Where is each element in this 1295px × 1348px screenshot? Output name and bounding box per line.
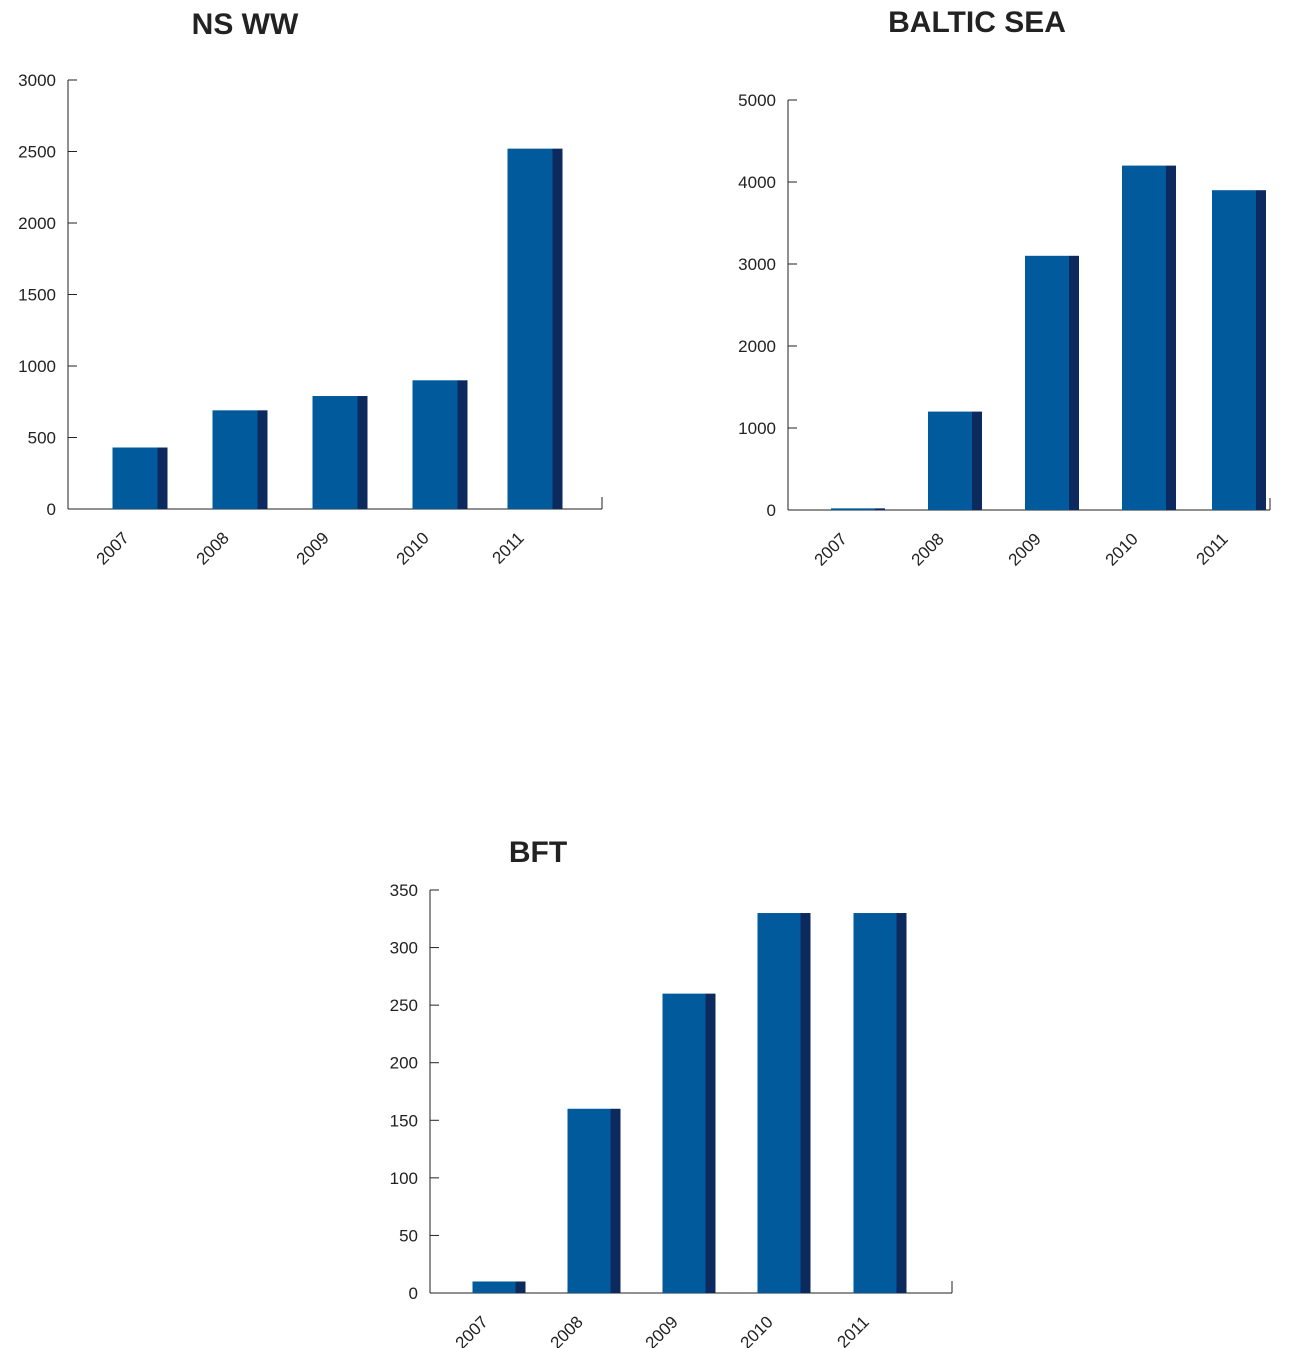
chart-title: BALTIC SEA — [888, 6, 1066, 39]
x-category-label: 2010 — [737, 1312, 777, 1348]
x-category-label: 2010 — [393, 528, 433, 568]
y-tick-label: 0 — [767, 501, 776, 520]
x-category-label: 2007 — [452, 1312, 492, 1348]
y-tick-label: 150 — [390, 1111, 418, 1130]
x-category-label: 2008 — [547, 1312, 587, 1348]
chart-bft: BFT 0 50 100 150 200 250 300 350 2007 2008 2009 2010… — [330, 820, 990, 1348]
bar-side-2010 — [800, 913, 811, 1293]
bar-2007 — [831, 508, 875, 510]
y-tick-label: 4000 — [738, 173, 776, 192]
chart-ns-ww: NS WW 0 500 1000 1500 2000 2500 3000 2007 2008 200… — [0, 0, 640, 600]
x-category-label: 2011 — [834, 1312, 873, 1348]
bar-side-2009 — [705, 993, 716, 1293]
chart-ns-ww-svg: NS WW 0 500 1000 1500 2000 2500 3000 2007 2008 200… — [18, 8, 603, 569]
x-category-label: 2009 — [642, 1312, 682, 1348]
y-tick-label: 500 — [28, 429, 56, 448]
x-category-label: 2007 — [93, 528, 133, 568]
x-category-label: 2009 — [1005, 529, 1045, 569]
bar-2010 — [412, 380, 458, 509]
chart-title: NS WW — [192, 8, 299, 41]
bar-2008 — [928, 411, 972, 510]
y-tick-label: 3000 — [18, 71, 56, 90]
bar-side-2011 — [552, 148, 563, 509]
bar-side-2008 — [257, 410, 268, 509]
x-category-label: 2008 — [908, 529, 948, 569]
bar-side-2010 — [1166, 165, 1176, 510]
y-tick-label: 250 — [390, 996, 418, 1015]
bar-side-2007 — [875, 508, 885, 510]
y-tick-label: 1000 — [738, 419, 776, 438]
y-tick-label: 2000 — [738, 337, 776, 356]
y-tick-label: 350 — [390, 881, 418, 900]
x-category-label: 2011 — [489, 528, 528, 567]
y-tick-label: 0 — [47, 500, 56, 519]
bar-side-2011 — [896, 913, 907, 1293]
bar-side-2011 — [1256, 190, 1266, 510]
chart-baltic-sea: BALTIC SEA 0 1000 2000 3000 4000 5000 2007 2008 2… — [650, 0, 1295, 600]
bar-2011 — [1212, 190, 1256, 510]
y-tick-label: 200 — [390, 1054, 418, 1073]
bar-side-2009 — [1069, 255, 1079, 510]
bar-2008 — [567, 1108, 611, 1293]
bar-side-2010 — [457, 380, 468, 509]
bar-2009 — [662, 993, 706, 1293]
bar-2009 — [1025, 255, 1069, 510]
y-tick-label: 2500 — [18, 143, 56, 162]
chart-bft-svg: BFT 0 50 100 150 200 250 300 350 2007 2008 2009 2010… — [390, 836, 953, 1348]
bar-side-2007 — [515, 1281, 526, 1293]
y-tick-label: 5000 — [738, 91, 776, 110]
bar-2008 — [212, 410, 258, 509]
x-category-label: 2010 — [1102, 529, 1142, 569]
bar-2007 — [112, 447, 158, 509]
y-tick-label: 3000 — [738, 255, 776, 274]
chart-title: BFT — [509, 836, 567, 869]
x-category-label: 2007 — [811, 529, 851, 569]
x-category-label: 2011 — [1193, 529, 1232, 568]
bar-2010 — [1122, 165, 1166, 510]
bar-side-2007 — [157, 447, 168, 509]
bar-side-2008 — [972, 411, 982, 510]
bar-2010 — [757, 913, 801, 1293]
bar-2011 — [507, 148, 553, 509]
x-category-label: 2009 — [293, 528, 333, 568]
bar-side-2008 — [610, 1108, 621, 1293]
bar-2007 — [472, 1281, 516, 1293]
x-category-label: 2008 — [193, 528, 233, 568]
bar-side-2009 — [357, 396, 368, 509]
bar-2009 — [312, 396, 358, 509]
y-tick-label: 0 — [409, 1284, 418, 1303]
y-tick-label: 50 — [399, 1226, 418, 1245]
y-tick-label: 1500 — [18, 286, 56, 305]
y-tick-label: 2000 — [18, 214, 56, 233]
chart-baltic-sea-svg: BALTIC SEA 0 1000 2000 3000 4000 5000 2007 2008 2… — [738, 6, 1271, 570]
y-tick-label: 300 — [390, 939, 418, 958]
y-tick-label: 1000 — [18, 357, 56, 376]
bar-2011 — [853, 913, 897, 1293]
y-tick-label: 100 — [390, 1169, 418, 1188]
